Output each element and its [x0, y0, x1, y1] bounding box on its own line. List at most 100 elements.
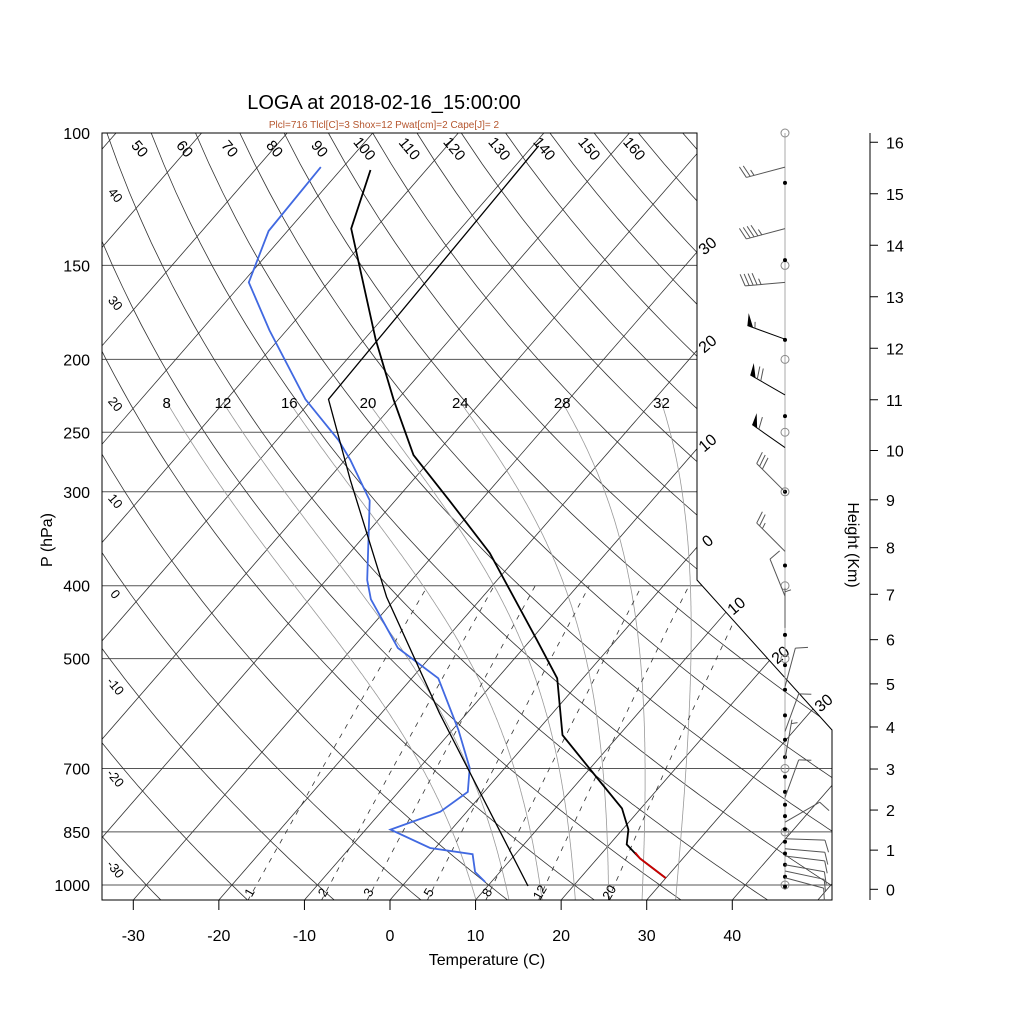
height-tick-label: 14: [886, 238, 904, 255]
dry-adiabat: [102, 133, 510, 900]
wind-barb: [738, 165, 786, 178]
height-tick-label: 13: [886, 290, 904, 307]
mixing-ratio-label: 3: [360, 886, 377, 900]
wind-barb: [784, 870, 827, 892]
dry-adiabat: [416, 133, 832, 900]
height-tick-label: 16: [886, 135, 904, 152]
sounding-level-dot: [783, 774, 787, 779]
x-tick-label: 0: [386, 928, 395, 945]
mixing-ratio-line: [426, 585, 590, 900]
sounding-level-dot: [783, 789, 787, 794]
chart-title: LOGA at 2018-02-16_15:00:00: [247, 92, 521, 114]
wind-barb: [784, 587, 792, 628]
level-circle: [780, 487, 790, 497]
sounding-level-dot: [783, 563, 787, 568]
isotherm: [102, 133, 716, 900]
dry-adiabat-label: 150: [574, 134, 603, 164]
isotherm-label: 0: [699, 532, 717, 551]
dry-adiabat: [283, 133, 832, 900]
mixing-ratio-label: 8: [479, 886, 496, 900]
dry-adiabat-label: 110: [395, 134, 423, 163]
dry-adiabat-label: 0: [107, 587, 123, 602]
dry-adiabat-label: 40: [105, 185, 126, 206]
dry-adiabat: [102, 133, 596, 900]
dry-adiabat: [726, 133, 832, 900]
mixing-ratio-line: [537, 585, 690, 900]
x-tick-label: -30: [122, 928, 145, 945]
isotherm: [102, 133, 630, 900]
sounding-level-dot: [783, 884, 787, 889]
pressure-tick-label: 500: [63, 652, 90, 669]
dewpoint-line: [247, 166, 486, 883]
dry-adiabat: [239, 133, 832, 900]
dry-adiabat-label: 90: [307, 137, 331, 161]
level-circle: [780, 128, 790, 138]
moist-adiabat-label: 8: [163, 395, 171, 412]
wind-barb: [784, 864, 827, 885]
moist-adiabat: [166, 401, 477, 900]
x-tick-label: 40: [723, 928, 741, 945]
moist-adiabat: [661, 402, 692, 900]
x-axis-label: Temperature (C): [429, 952, 545, 969]
sounding-level-dot: [783, 839, 787, 844]
pressure-tick-label: 300: [63, 485, 90, 502]
isotherm: [132, 133, 801, 900]
height-tick-label: 11: [886, 393, 903, 410]
chart-subtitle: Plcl=716 Tlcl[C]=3 Shox=12 Pwat[cm]=2 Ca…: [269, 120, 500, 131]
wind-barb: [739, 273, 786, 287]
mixing-ratio-line: [247, 585, 429, 900]
moist-adiabat: [367, 401, 576, 900]
isotherm: [102, 133, 459, 900]
sounding-level-dot: [783, 814, 787, 819]
pressure-tick-label: 100: [63, 126, 90, 143]
wind-barb: [784, 848, 829, 865]
pressure-tick-label: 150: [63, 258, 90, 275]
x-tick-label: 20: [552, 928, 570, 945]
wind-barb: [769, 550, 786, 597]
wind-profile: [738, 128, 830, 901]
dry-adiabat-label: 60: [172, 137, 196, 161]
dry-adiabat-label: 20: [105, 394, 126, 415]
pressure-tick-label: 250: [63, 425, 90, 442]
sounding-level-dot: [783, 414, 787, 419]
sounding-level-dot: [783, 180, 787, 185]
y-axis-label: P (hPa): [39, 513, 56, 567]
sounding-level-dot: [783, 802, 787, 807]
height-tick-label: 12: [886, 341, 904, 358]
wind-barb: [747, 313, 786, 340]
pressure-tick-label: 850: [63, 825, 90, 842]
height-tick-label: 5: [886, 677, 895, 694]
x-tick-label: -20: [207, 928, 230, 945]
x-tick-label: 10: [467, 928, 485, 945]
dry-adiabat-label: 100: [350, 134, 379, 164]
dry-adiabat-label: 10: [105, 491, 126, 512]
parcel-line: [327, 145, 540, 887]
wind-barb: [756, 511, 786, 552]
dry-adiabat: [195, 133, 832, 900]
wind-barb: [738, 224, 786, 240]
level-circle: [780, 654, 790, 664]
wind-barb: [784, 759, 812, 798]
temperature-line: [350, 169, 667, 879]
sounding-level-dot: [783, 713, 787, 718]
height-tick-label: 3: [886, 762, 895, 779]
isotherm-label: 20: [696, 332, 721, 357]
dry-adiabat-label: 120: [439, 134, 468, 164]
isotherm: [102, 133, 288, 900]
dry-adiabat-label: 50: [127, 137, 151, 161]
pressure-tick-label: 200: [63, 352, 90, 369]
sounding-level-dot: [783, 737, 787, 742]
level-circle: [780, 427, 790, 437]
grid-lines: [102, 133, 832, 900]
mixing-ratio-label: 5: [420, 886, 437, 900]
mixing-ratio-label: 12: [530, 882, 550, 902]
moist-adiabat-label: 32: [653, 395, 670, 412]
x-tick-label: 30: [638, 928, 656, 945]
isotherm: [474, 133, 832, 900]
temperature-surface-layer-line: [634, 851, 667, 879]
mixing-ratio-line: [366, 585, 536, 900]
height-tick-label: 0: [886, 882, 895, 899]
height-tick-label: 7: [886, 587, 895, 604]
wind-barb: [784, 877, 825, 901]
